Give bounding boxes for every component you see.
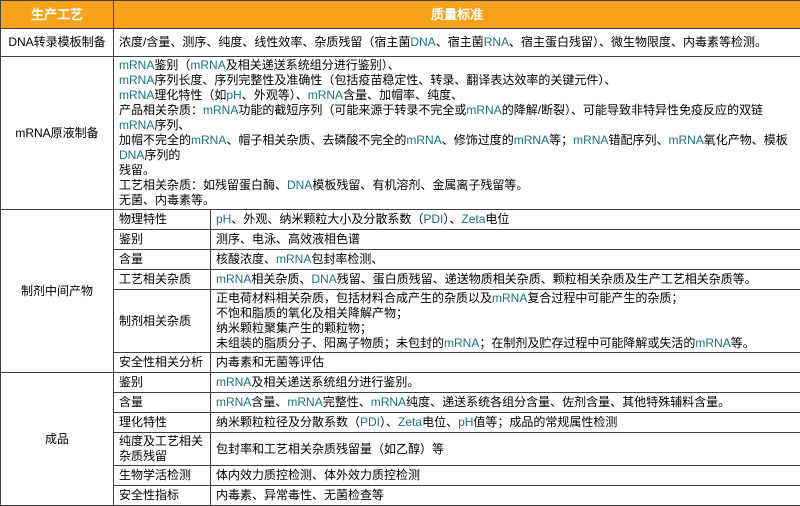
subrow-content-final-identity: mRNA及相关递送系统组分进行鉴别。 [211,373,800,393]
subrow-label-final-purity: 纯度及工艺相关杂质残留 [114,433,211,466]
row-dna-template: DNA转录模板制备 浓度/含量、测序、纯度、线性效率、杂质残留（宿主菌DNA、宿… [1,29,800,57]
subrow-content-process-impurity: mRNA相关杂质、DNA残留、蛋白质残留、递送物质相关杂质、颗粒相关杂质及生产工… [211,270,800,290]
subrow-content-final-content: mRNA含量、mRNA完整性、mRNA纯度、递送系统各组分含量、佐剂含量、其他特… [211,393,800,413]
subrow-label-identity: 鉴别 [114,230,211,250]
subrow-label-process-impurity: 工艺相关杂质 [114,270,211,290]
subrow-label-final-identity: 鉴别 [114,373,211,393]
subrow-content-physical: pH、外观、纳米颗粒大小及分散系数（PDI）、Zeta电位 [211,210,800,230]
row-intermediate-formulation-impurity: 制剂相关杂质 正电荷材料相关杂质，包括材料合成产生的杂质以及mRNA复合过程中可… [1,290,800,353]
subrow-label-formulation-impurity: 制剂相关杂质 [114,290,211,353]
row-intermediate-physical: 制剂中间产物 物理特性 pH、外观、纳米颗粒大小及分散系数（PDI）、Zeta电… [1,210,800,230]
subrow-label-final-bioactivity: 生物学活检测 [114,466,211,486]
quality-cell-dna-template: 浓度/含量、测序、纯度、线性效率、杂质残留（宿主菌DNA、宿主菌RNA、宿主蛋白… [114,29,800,57]
row-intermediate-safety: 安全性相关分析 内毒素和无菌等评估 [1,353,800,373]
subrow-content-identity: 测序、电泳、高效液相色谱 [211,230,800,250]
process-cell-final-product: 成品 [1,373,114,506]
row-intermediate-content: 含量 核酸浓度、mRNA包封率检测、 [1,250,800,270]
row-intermediate-identity: 鉴别 测序、电泳、高效液相色谱 [1,230,800,250]
header-cell-standard: 质量标准 [114,1,800,29]
subrow-content-formulation-impurity: 正电荷材料相关杂质，包括材料合成产生的杂质以及mRNA复合过程中可能产生的杂质；… [211,290,800,353]
quality-cell-mrna-bulk: mRNA鉴别（mRNA及相关递送系统组分进行鉴别）、 mRNA序列长度、序列完整… [114,57,800,210]
subrow-content-final-safety: 内毒素、异常毒性、无菌检查等 [211,486,800,506]
process-cell-mrna-bulk: mRNA原液制备 [1,57,114,210]
subrow-content-content: 核酸浓度、mRNA包封率检测、 [211,250,800,270]
subrow-label-physical: 物理特性 [114,210,211,230]
process-cell-intermediate: 制剂中间产物 [1,210,114,373]
row-final-purity: 纯度及工艺相关杂质残留 包封率和工艺相关杂质残留量（如乙醇）等 [1,433,800,466]
row-final-physchem: 理化特性 纳米颗粒粒径及分散系数（PDI）、Zeta电位、pH值等；成品的常规属… [1,413,800,433]
row-intermediate-process-impurity: 工艺相关杂质 mRNA相关杂质、DNA残留、蛋白质残留、递送物质相关杂质、颗粒相… [1,270,800,290]
subrow-content-safety-analysis: 内毒素和无菌等评估 [211,353,800,373]
subrow-label-final-safety: 安全性指标 [114,486,211,506]
subrow-label-final-content: 含量 [114,393,211,413]
row-final-bioactivity: 生物学活检测 体内效力质控检测、体外效力质控检测 [1,466,800,486]
table-header-row: 生产工艺 质量标准 [1,1,800,29]
row-final-content: 含量 mRNA含量、mRNA完整性、mRNA纯度、递送系统各组分含量、佐剂含量、… [1,393,800,413]
subrow-content-final-purity: 包封率和工艺相关杂质残留量（如乙醇）等 [211,433,800,466]
subrow-label-content: 含量 [114,250,211,270]
row-final-safety: 安全性指标 内毒素、异常毒性、无菌检查等 [1,486,800,506]
subrow-content-final-bioactivity: 体内效力质控检测、体外效力质控检测 [211,466,800,486]
row-final-identity: 成品 鉴别 mRNA及相关递送系统组分进行鉴别。 [1,373,800,393]
header-cell-process: 生产工艺 [1,1,114,29]
row-mrna-bulk: mRNA原液制备 mRNA鉴别（mRNA及相关递送系统组分进行鉴别）、 mRNA… [1,57,800,210]
subrow-label-safety-analysis: 安全性相关分析 [114,353,211,373]
process-cell-dna-template: DNA转录模板制备 [1,29,114,57]
subrow-content-final-physchem: 纳米颗粒粒径及分散系数（PDI）、Zeta电位、pH值等；成品的常规属性检测 [211,413,800,433]
subrow-label-final-physchem: 理化特性 [114,413,211,433]
